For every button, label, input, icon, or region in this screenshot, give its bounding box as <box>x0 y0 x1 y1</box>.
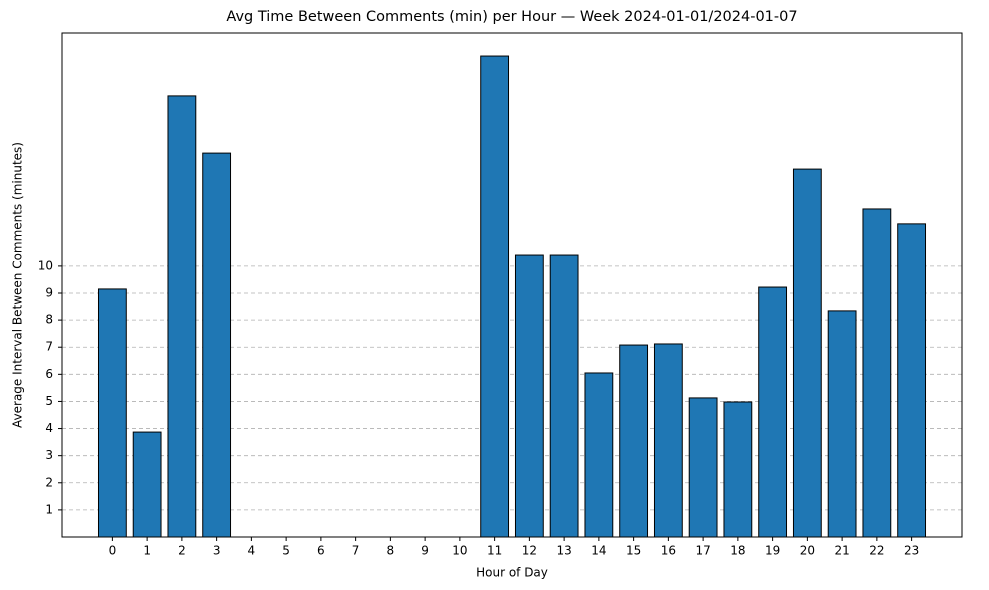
bar <box>723 401 753 538</box>
bar <box>480 55 510 538</box>
x-tick-label: 4 <box>248 544 256 558</box>
bar <box>897 223 927 538</box>
plot-frame <box>61 32 963 538</box>
y-axis-label: Average Interval Between Comments (minut… <box>11 142 25 428</box>
bar <box>97 288 127 538</box>
x-tick-label: 14 <box>591 544 606 558</box>
bar <box>862 208 892 538</box>
chart-title: Avg Time Between Comments (min) per Hour… <box>226 9 797 25</box>
x-tick-label: 20 <box>800 544 815 558</box>
grid <box>62 265 962 511</box>
bar <box>132 431 162 538</box>
y-tick-label: 9 <box>45 285 53 299</box>
x-tick-label: 12 <box>522 544 537 558</box>
bar <box>167 95 197 538</box>
x-tick-label: 11 <box>487 544 502 558</box>
bar <box>653 343 683 538</box>
bar <box>584 372 614 538</box>
x-tick-label: 2 <box>178 544 186 558</box>
x-tick-label: 16 <box>661 544 676 558</box>
y-tick-label: 7 <box>45 340 53 354</box>
y-tick-label: 4 <box>45 421 53 435</box>
y-tick-label: 10 <box>38 258 53 272</box>
bars <box>97 55 927 538</box>
bar <box>792 168 822 538</box>
bar <box>202 152 232 538</box>
x-tick-label: 5 <box>282 544 290 558</box>
x-tick-label: 8 <box>387 544 395 558</box>
x-tick-label: 3 <box>213 544 221 558</box>
bar <box>758 286 788 538</box>
y-tick-label: 2 <box>45 475 53 489</box>
x-tick-label: 17 <box>695 544 710 558</box>
bar <box>619 344 649 538</box>
x-tick-label: 15 <box>626 544 641 558</box>
x-tick-label: 9 <box>421 544 429 558</box>
x-tick-label: 21 <box>834 544 849 558</box>
bar <box>827 310 857 538</box>
x-tick-label: 0 <box>109 544 117 558</box>
y-tick-label: 3 <box>45 448 53 462</box>
y-tick-label: 6 <box>45 367 53 381</box>
y-tick-label: 8 <box>45 313 53 327</box>
bar <box>688 397 718 538</box>
bar <box>514 254 544 538</box>
y-tick-label: 1 <box>45 502 53 516</box>
x-tick-label: 6 <box>317 544 325 558</box>
x-axis-label: Hour of Day <box>476 566 548 580</box>
x-tick-label: 13 <box>556 544 571 558</box>
x-tick-label: 18 <box>730 544 745 558</box>
x-tick-label: 22 <box>869 544 884 558</box>
x-tick-label: 19 <box>765 544 780 558</box>
x-tick-label: 10 <box>452 544 467 558</box>
bar <box>549 254 579 538</box>
y-tick-label: 5 <box>45 394 53 408</box>
x-tick-label: 1 <box>143 544 151 558</box>
x-tick-label: 23 <box>904 544 919 558</box>
x-tick-label: 7 <box>352 544 360 558</box>
